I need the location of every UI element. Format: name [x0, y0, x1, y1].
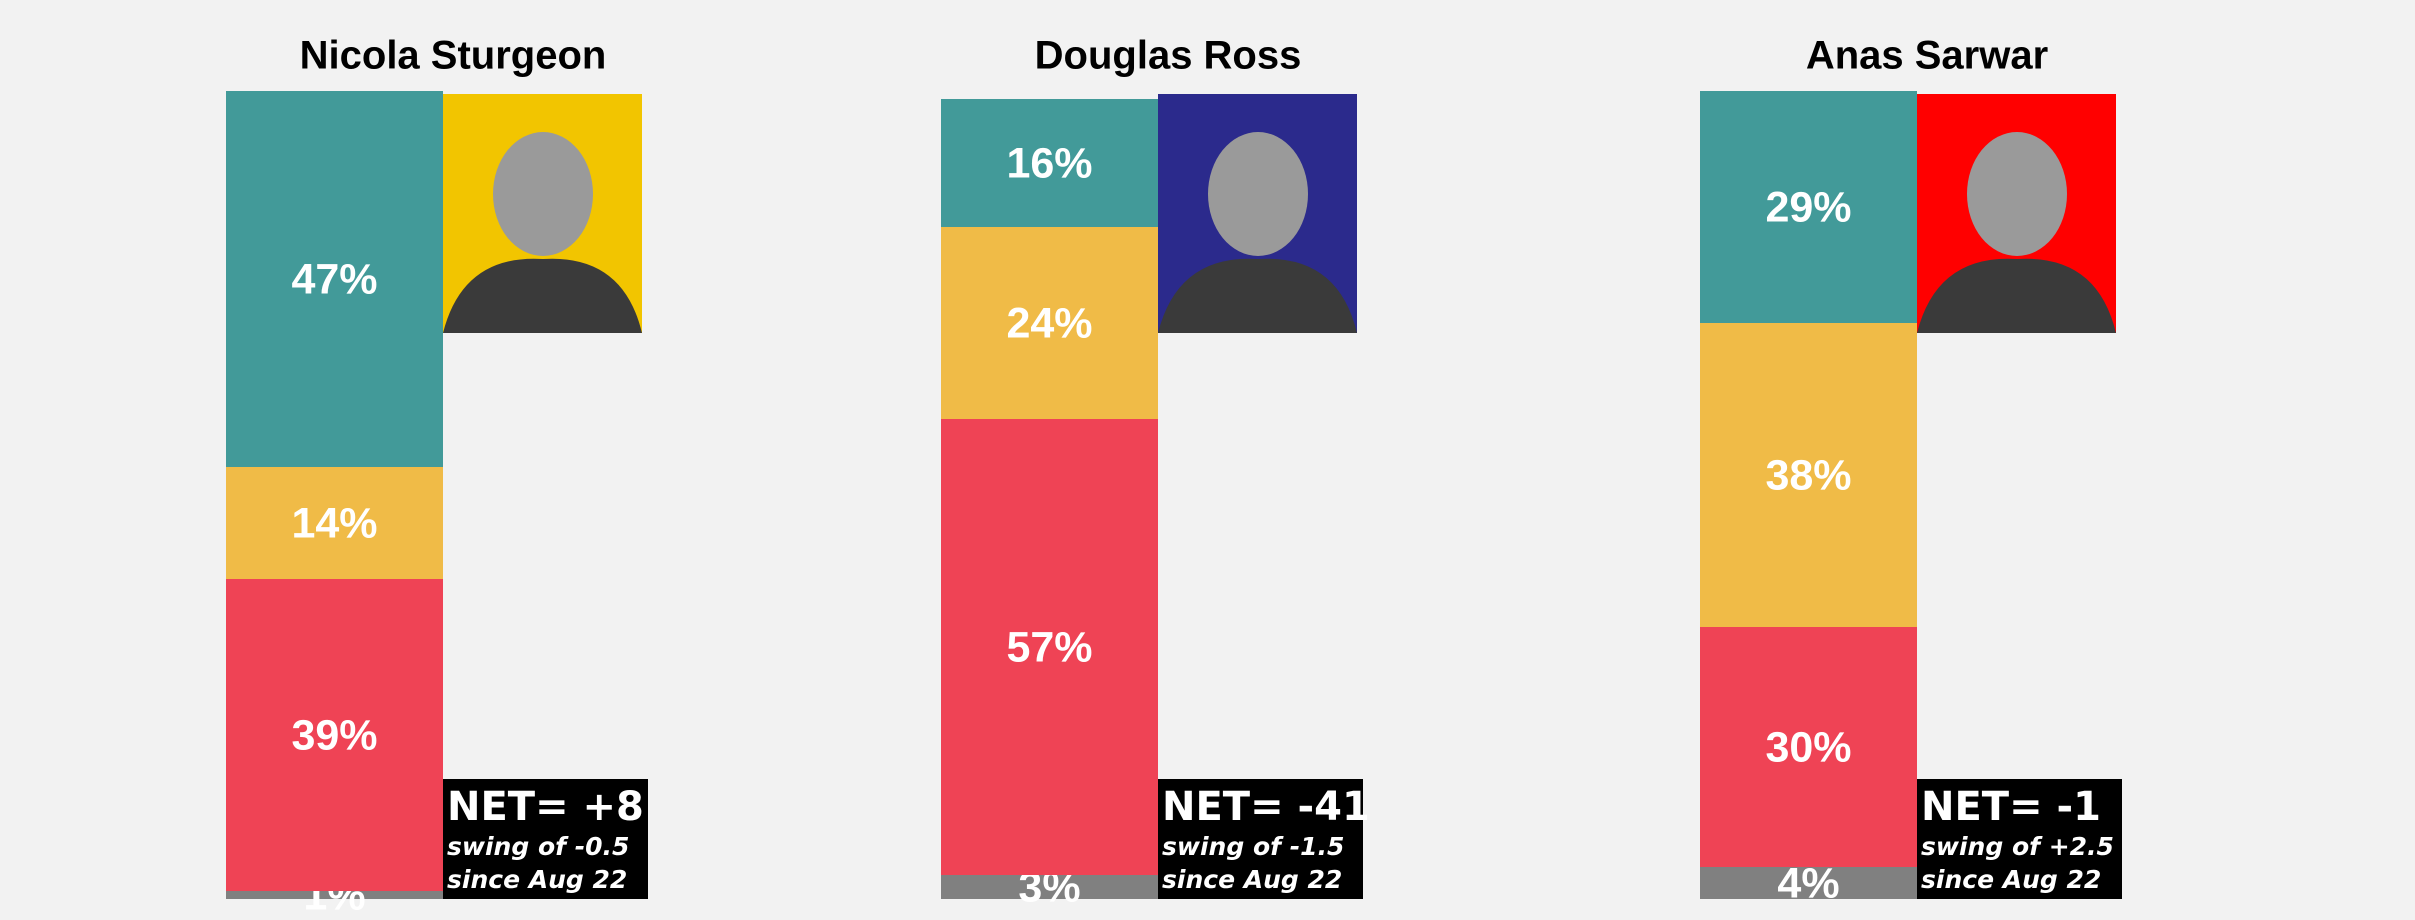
bar-segment [1700, 627, 1917, 867]
bar-segment [226, 579, 443, 891]
value-label: 29% [1765, 183, 1851, 231]
value-label: 16% [1006, 139, 1092, 187]
value-label: 39% [291, 711, 377, 759]
value-label: 24% [1006, 299, 1092, 347]
since-label: since Aug 22 [1921, 865, 2101, 894]
since-label: since Aug 22 [1162, 865, 1342, 894]
bar-segment [941, 227, 1158, 419]
photo-body [443, 258, 642, 333]
swing-label: swing of -1.5 [1162, 832, 1344, 861]
photo-head [493, 132, 593, 256]
net-label: NET= +8 [447, 784, 644, 830]
photo-head [1208, 132, 1308, 256]
net-box [443, 779, 648, 899]
chart-title: Douglas Ross [1035, 34, 1302, 78]
bar-segment [226, 91, 443, 467]
photo-body [1917, 258, 2116, 333]
bar-segment [1700, 323, 1917, 627]
swing-label: swing of +2.5 [1921, 832, 2114, 861]
value-label: 57% [1006, 623, 1092, 671]
chart-title: Nicola Sturgeon [300, 34, 607, 78]
bar-segment [941, 875, 1158, 899]
value-label: 47% [291, 255, 377, 303]
chart-title: Anas Sarwar [1806, 34, 2048, 78]
bar-segment [1700, 91, 1917, 323]
net-box [1917, 779, 2122, 899]
since-label: since Aug 22 [447, 865, 627, 894]
swing-label: swing of -0.5 [447, 832, 629, 861]
bar-segment [941, 99, 1158, 227]
bar-segment [226, 467, 443, 579]
photo-body [1158, 258, 1357, 333]
value-label: 38% [1765, 451, 1851, 499]
bar-segment [226, 891, 443, 899]
bar-segment [941, 419, 1158, 875]
photo-head [1967, 132, 2067, 256]
net-box [1158, 779, 1363, 899]
net-label: NET= -41 [1162, 784, 1370, 830]
value-label: 30% [1765, 723, 1851, 771]
value-label: 14% [291, 499, 377, 547]
value-label: 4% [1777, 859, 1839, 907]
net-label: NET= -1 [1921, 784, 2101, 830]
bar-segment [1700, 867, 1917, 899]
